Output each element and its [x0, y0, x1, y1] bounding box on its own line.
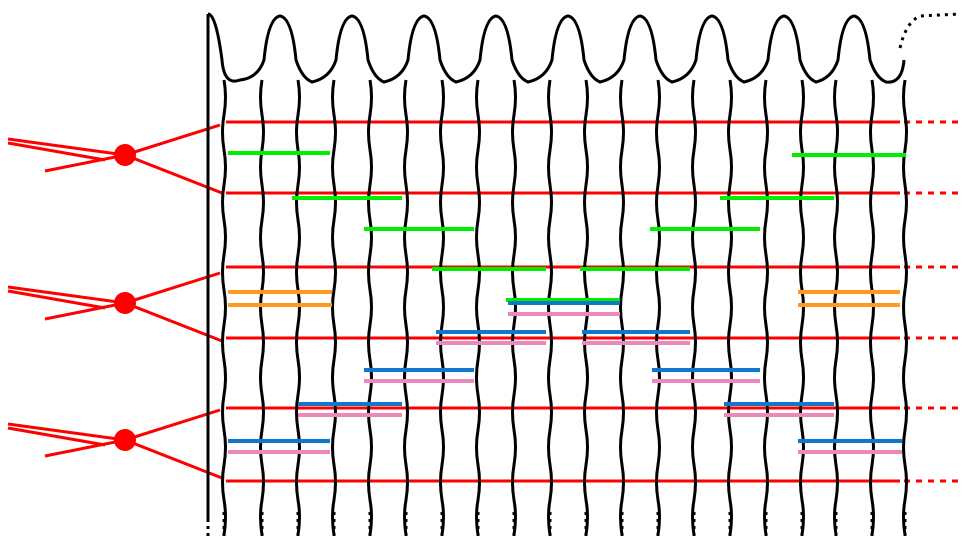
dotted-top-extension: [898, 12, 961, 49]
knot-crossing-line: [7, 123, 221, 157]
red-rows-layer: [226, 120, 963, 483]
column-strand: [655, 79, 661, 536]
knot-dot: [114, 429, 136, 451]
column-strand: [367, 79, 373, 536]
scalloped-top-outline: [206, 12, 906, 520]
column-strand: [833, 79, 839, 536]
knot-tail-line: [7, 141, 106, 162]
column-strand: [691, 79, 697, 536]
column-strand: [331, 79, 337, 536]
column-strand: [259, 79, 265, 536]
column-strand: [511, 79, 517, 536]
column-strand: [583, 79, 589, 536]
columns-layer: [206, 12, 961, 536]
column-strand: [475, 79, 481, 536]
column-strand: [619, 79, 625, 536]
column-strand: [763, 79, 769, 536]
knot-tail-line: [7, 426, 106, 447]
column-strand: [403, 79, 409, 536]
knot-dot: [114, 292, 136, 314]
column-strand: [869, 79, 875, 536]
column-strand: [439, 79, 445, 536]
column-strand: [902, 79, 908, 536]
column-strand: [221, 79, 227, 536]
knot-dot: [114, 144, 136, 166]
knot-crossing-line: [7, 408, 221, 442]
bars-layer: [228, 151, 906, 454]
column-strand: [295, 79, 301, 536]
knots-layer: [114, 144, 136, 451]
knot-crossing-line: [7, 271, 221, 305]
column-strand: [727, 79, 733, 536]
column-strand: [547, 79, 553, 536]
knot-tail-line: [7, 289, 106, 310]
column-strand: [799, 79, 805, 536]
